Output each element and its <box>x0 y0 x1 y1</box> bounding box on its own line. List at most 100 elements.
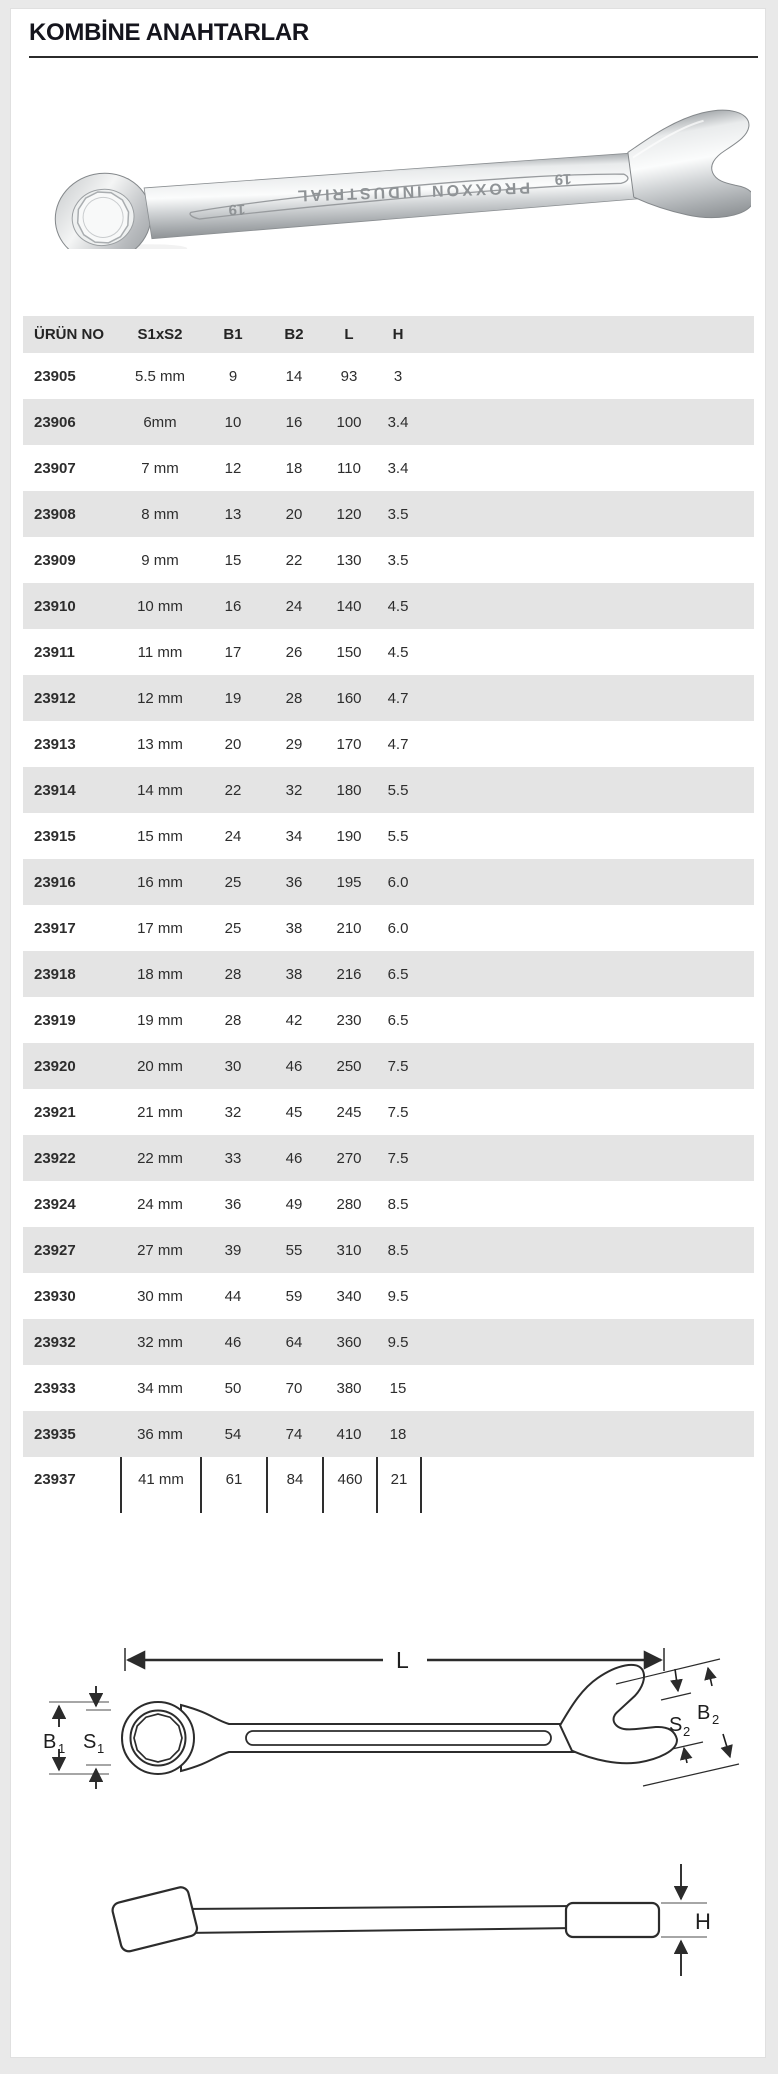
table-row: 23932 32 mm 46 64 360 9.5 <box>23 1319 754 1365</box>
value-cell: 46 <box>285 1057 303 1075</box>
value-cell: 93 <box>340 367 358 385</box>
value-cell: 18 <box>389 1425 407 1443</box>
value-cell: 22 <box>224 781 242 799</box>
value-cell: 270 <box>336 1149 362 1167</box>
value-cell: 7.5 <box>387 1057 409 1075</box>
value-cell: 42 <box>285 1011 303 1029</box>
column-header: S1xS2 <box>137 326 183 343</box>
value-cell: 100 <box>336 413 362 431</box>
product-no-cell: 23908 <box>34 505 76 523</box>
value-cell: 70 <box>285 1379 303 1397</box>
value-cell: 28 <box>285 689 303 707</box>
value-cell: 380 <box>336 1379 362 1397</box>
value-cell: 13 <box>224 505 242 523</box>
value-cell: 460 <box>322 1457 376 1513</box>
product-no-cell: 23927 <box>34 1241 76 1259</box>
value-cell: 33 <box>224 1149 242 1167</box>
column-header: B2 <box>284 326 304 343</box>
value-cell: 32 mm <box>137 1333 183 1351</box>
value-cell: 160 <box>336 689 362 707</box>
value-cell: 24 mm <box>137 1195 183 1213</box>
value-cell: 27 mm <box>137 1241 183 1259</box>
value-cell: 41 mm <box>120 1457 200 1513</box>
value-cell: 55 <box>285 1241 303 1259</box>
value-cell: 36 <box>285 873 303 891</box>
value-cell: 16 mm <box>137 873 183 891</box>
value-cell: 9 mm <box>141 551 179 569</box>
value-cell: 64 <box>285 1333 303 1351</box>
value-cell: 19 mm <box>137 1011 183 1029</box>
table-row: 23912 12 mm 19 28 160 4.7 <box>23 675 754 721</box>
value-cell: 5.5 <box>387 781 409 799</box>
product-no-cell: 23912 <box>34 689 76 707</box>
value-cell: 12 mm <box>137 689 183 707</box>
dim-label-b2: B <box>697 1702 710 1724</box>
side-view-diagram: H <box>111 1864 711 1976</box>
value-cell: 3.4 <box>387 459 409 477</box>
column-header: ÜRÜN NO <box>34 326 104 343</box>
table-row: 23905 5.5 mm 9 14 93 3 <box>23 353 754 399</box>
table-row: 23919 19 mm 28 42 230 6.5 <box>23 997 754 1043</box>
value-cell: 61 <box>200 1457 266 1513</box>
value-cell: 54 <box>224 1425 242 1443</box>
value-cell: 10 mm <box>137 597 183 615</box>
product-no-cell: 23917 <box>34 919 76 937</box>
value-cell: 7.5 <box>387 1103 409 1121</box>
value-cell: 20 <box>285 505 303 523</box>
table-row: 23913 13 mm 20 29 170 4.7 <box>23 721 754 767</box>
value-cell: 8 mm <box>141 505 179 523</box>
product-no-cell: 23911 <box>34 643 75 661</box>
value-cell: 9.5 <box>387 1287 409 1305</box>
product-no-cell: 23933 <box>34 1379 76 1397</box>
value-cell: 340 <box>336 1287 362 1305</box>
value-cell: 18 <box>285 459 303 477</box>
value-cell: 15 <box>224 551 242 569</box>
dim-label-b2-sub: 2 <box>712 1712 719 1727</box>
product-no-cell: 23907 <box>34 459 76 477</box>
table-row: 23922 22 mm 33 46 270 7.5 <box>23 1135 754 1181</box>
value-cell: 6mm <box>143 413 177 431</box>
value-cell: 29 <box>285 735 303 753</box>
dim-label-s2: S <box>669 1714 682 1736</box>
value-cell: 17 mm <box>137 919 183 937</box>
value-cell: 195 <box>336 873 362 891</box>
catalog-page: KOMBİNE ANAHTARLAR <box>10 8 766 2058</box>
table-row: 23916 16 mm 25 36 195 6.0 <box>23 859 754 905</box>
column-header: H <box>392 326 404 343</box>
value-cell: 28 <box>224 965 242 983</box>
value-cell: 5.5 mm <box>134 367 185 385</box>
value-cell: 11 mm <box>137 643 183 661</box>
table-row: 23908 8 mm 13 20 120 3.5 <box>23 491 754 537</box>
value-cell: 15 mm <box>137 827 183 845</box>
value-cell: 9.5 <box>387 1333 409 1351</box>
product-no-cell: 23918 <box>34 965 76 983</box>
value-cell: 32 <box>285 781 303 799</box>
value-cell: 170 <box>336 735 362 753</box>
value-cell: 16 <box>224 597 242 615</box>
value-cell: 59 <box>285 1287 303 1305</box>
value-cell: 180 <box>336 781 362 799</box>
value-cell: 230 <box>336 1011 362 1029</box>
table-row: 23907 7 mm 12 18 110 3.4 <box>23 445 754 491</box>
table-row: 23909 9 mm 15 22 130 3.5 <box>23 537 754 583</box>
value-cell: 22 mm <box>137 1149 183 1167</box>
table-row: 23927 27 mm 39 55 310 8.5 <box>23 1227 754 1273</box>
table-row: 23920 20 mm 30 46 250 7.5 <box>23 1043 754 1089</box>
value-cell: 4.7 <box>387 689 409 707</box>
value-cell: 13 mm <box>137 735 183 753</box>
product-no-cell: 23921 <box>34 1103 76 1121</box>
value-cell: 10 <box>224 413 242 431</box>
value-cell: 32 <box>224 1103 242 1121</box>
value-cell: 14 <box>285 367 303 385</box>
value-cell: 3.5 <box>387 505 409 523</box>
value-cell: 84 <box>266 1457 322 1513</box>
table-row: 23937 41 mm 61 84 460 21 <box>23 1457 754 1513</box>
value-cell: 21 <box>376 1457 420 1513</box>
dim-label-h: H <box>695 1909 711 1934</box>
column-header: L <box>344 326 354 343</box>
value-cell: 3.5 <box>387 551 409 569</box>
product-no-cell: 23935 <box>34 1425 76 1443</box>
value-cell: 410 <box>336 1425 362 1443</box>
value-cell: 36 <box>224 1195 242 1213</box>
value-cell: 7 mm <box>141 459 179 477</box>
